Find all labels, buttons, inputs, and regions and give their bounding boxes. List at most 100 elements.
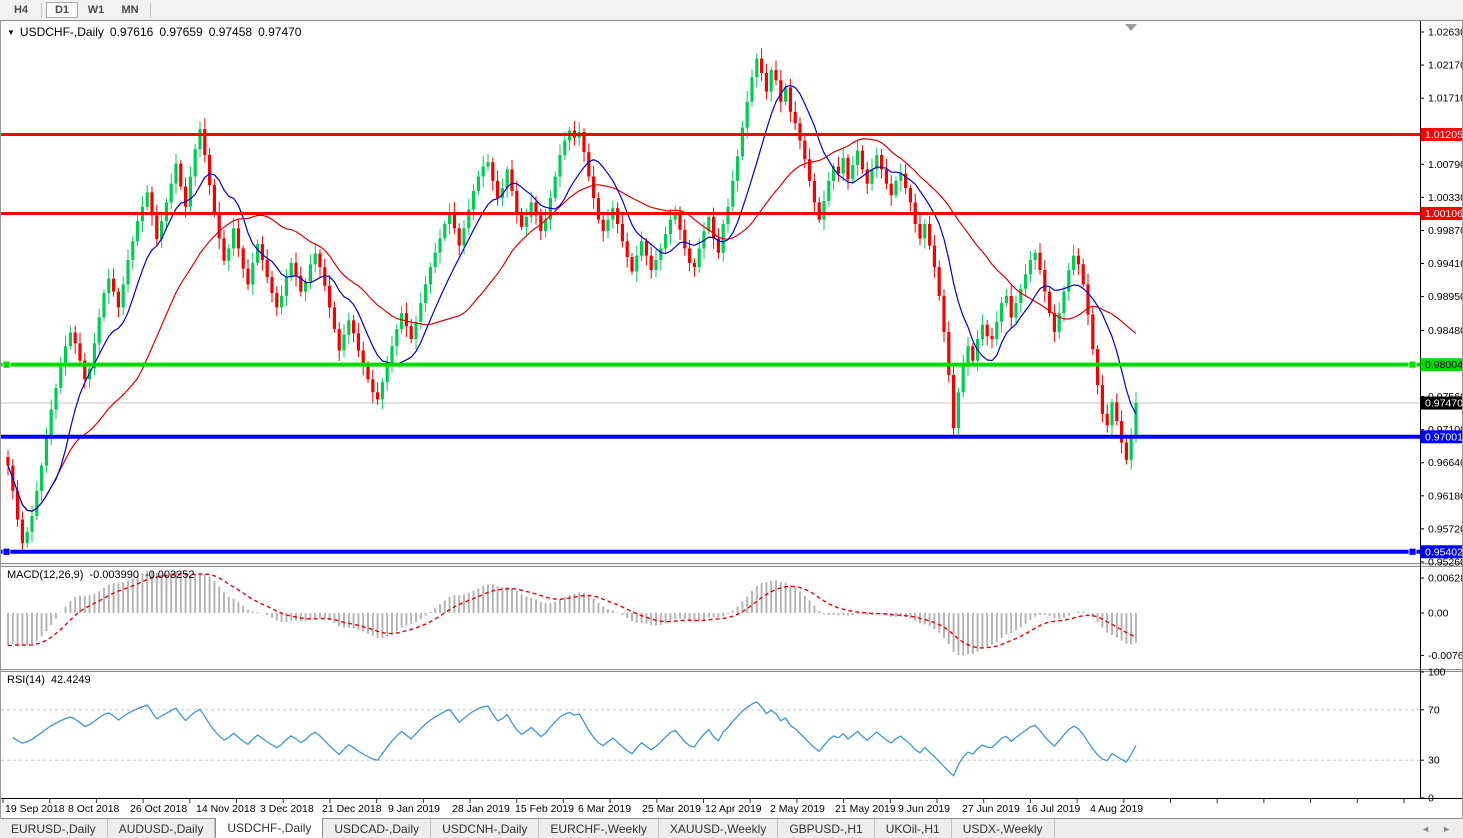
chart-tab-bar: EURUSD-,Daily AUDUSD-,Daily USDCHF-,Daily U… — [0, 818, 1463, 838]
toolbar-separator — [41, 2, 42, 18]
ohlc-high: 0.97659 — [159, 25, 203, 39]
level-price-tag-text: 0.95402 — [1425, 546, 1463, 558]
ma-fast-line — [7, 84, 1137, 512]
tab-scroll-arrows: ◄ ► — [1409, 819, 1463, 838]
date-tick-label: 28 Jan 2019 — [452, 803, 510, 815]
price-tick-label: 1.00790 — [1428, 159, 1463, 171]
chart-shift-marker-icon[interactable] — [1125, 24, 1137, 31]
price-tick-label: 1.00330 — [1428, 192, 1463, 204]
level-price-tag-text: 0.98004 — [1425, 359, 1463, 371]
price-tick-label: 1.01710 — [1428, 93, 1463, 105]
chart-title: ▼ USDCHF-,Daily 0.97616 0.97659 0.97458 0.974… — [7, 25, 301, 39]
tab-usdchf-daily[interactable]: USDCHF-,Daily — [215, 818, 324, 838]
date-tick-label: 9 Jan 2019 — [388, 803, 440, 815]
level-price-tag — [1420, 430, 1463, 444]
tab-ukoil-h1[interactable]: UKOil-,H1 — [875, 819, 952, 838]
ohlc-open: 0.97616 — [109, 25, 154, 39]
level-price-tag-text: 0.97001 — [1425, 431, 1463, 443]
price-axis[interactable]: 1.02630 1.02170 1.01710 1.00790 1.00330 0.998… — [1420, 21, 1463, 805]
date-tick-label: 6 Mar 2019 — [578, 803, 631, 815]
current-price-tag — [1420, 396, 1463, 410]
chart-symbol-period: USDCHF-,Daily — [19, 25, 104, 39]
line-handle[interactable] — [1408, 547, 1417, 556]
price-tick-label: 1.02630 — [1428, 27, 1463, 39]
level-price-tag-text: 1.00106 — [1425, 208, 1463, 220]
tab-eurusd-daily[interactable]: EURUSD-,Daily — [0, 819, 108, 838]
date-tick-label: 3 Dec 2018 — [260, 803, 314, 815]
toolbar-separator — [150, 2, 151, 18]
timeframe-button-h4[interactable]: H4 — [13, 4, 29, 16]
tab-usdcnh-daily[interactable]: USDCNH-,Daily — [431, 819, 540, 838]
date-tick-label: 25 Mar 2019 — [642, 803, 701, 815]
date-tick-label: 8 Oct 2018 — [68, 803, 120, 815]
price-tick-label: 0.99410 — [1428, 258, 1463, 270]
support-resistance-lines — [1, 132, 1420, 556]
date-tick-label: 19 Sep 2018 — [5, 803, 65, 815]
date-tick-label: 14 Nov 2018 — [196, 803, 256, 815]
date-tick-label: 15 Feb 2019 — [515, 803, 574, 815]
tab-usdx-weekly[interactable]: USDX-,Weekly — [952, 819, 1055, 838]
chart-window: 1.02630 1.02170 1.01710 1.00790 1.00330 0.998… — [0, 20, 1463, 819]
rsi-tick-label: 70 — [1428, 704, 1440, 716]
macd-tick-label: 0.006286 — [1428, 573, 1463, 585]
level-price-tag — [1420, 358, 1463, 372]
date-tick-label: 12 Apr 2019 — [705, 803, 762, 815]
current-price-tag-text: 0.97470 — [1425, 398, 1463, 410]
macd-histogram — [7, 570, 1137, 656]
rsi-label: RSI(14) — [7, 674, 45, 686]
tab-usdcad-daily[interactable]: USDCAD-,Daily — [323, 819, 432, 838]
level-price-tag — [1420, 207, 1463, 221]
tab-scroll-left-icon[interactable]: ◄ — [1421, 823, 1431, 834]
timeframe-button-w1[interactable]: W1 — [87, 4, 105, 16]
tab-audusd-daily[interactable]: AUDUSD-,Daily — [108, 819, 216, 838]
panel-splitter[interactable] — [0, 563, 1463, 567]
rsi-tick-label: 100 — [1428, 667, 1446, 679]
timeframe-toolbar: H4 D1 W1 MN — [0, 0, 1463, 20]
date-axis[interactable]: 19 Sep 2018 8 Oct 2018 26 Oct 2018 14 Nov 2… — [2, 799, 1405, 815]
date-tick-label: 4 Aug 2019 — [1090, 803, 1143, 815]
macd-indicator-title: MACD(12,26,9) -0.003990 -0.003252 — [7, 569, 195, 581]
price-tick-label: 0.98950 — [1428, 291, 1463, 303]
timeframe-button-d1[interactable]: D1 — [46, 2, 78, 18]
line-handle[interactable] — [2, 547, 11, 556]
tab-xauusd-weekly[interactable]: XAUUSD-,Weekly — [659, 819, 779, 838]
date-tick-label: 21 Dec 2018 — [322, 803, 382, 815]
price-tick-label: 0.95720 — [1428, 523, 1463, 535]
chart-canvas[interactable]: 1.02630 1.02170 1.01710 1.00790 1.00330 0.998… — [0, 21, 1463, 819]
level-price-tag — [1420, 127, 1463, 141]
rsi-tick-label: 30 — [1428, 755, 1440, 767]
collapse-triangle-icon[interactable]: ▼ — [7, 28, 15, 37]
date-tick-label: 9 Jun 2019 — [898, 803, 950, 815]
date-tick-label: 26 Oct 2018 — [130, 803, 187, 815]
level-price-tag-text: 1.01205 — [1425, 129, 1463, 141]
rsi-value: 42.4249 — [50, 674, 91, 686]
line-handle[interactable] — [1408, 360, 1417, 369]
price-tick-label: 0.96180 — [1428, 490, 1463, 502]
rsi-indicator-title: RSI(14) 42.4249 — [7, 674, 91, 686]
price-tick-label: 1.02170 — [1428, 60, 1463, 72]
line-handle[interactable] — [2, 360, 11, 369]
candlestick-series — [6, 48, 1138, 554]
tab-scroll-right-icon[interactable]: ► — [1442, 823, 1451, 834]
date-tick-label: 27 Jun 2019 — [962, 803, 1020, 815]
price-tick-label: 0.99870 — [1428, 225, 1463, 237]
price-tick-label: 0.96640 — [1428, 457, 1463, 469]
macd-tick-label: 0.00 — [1428, 608, 1449, 620]
macd-main-value: -0.003990 — [89, 569, 139, 581]
timeframe-button-mn[interactable]: MN — [121, 4, 139, 16]
panel-splitter[interactable] — [0, 669, 1463, 672]
level-price-tag — [1420, 545, 1463, 559]
tab-eurchf-weekly[interactable]: EURCHF-,Weekly — [539, 819, 659, 838]
tab-gbpusd-h1[interactable]: GBPUSD-,H1 — [778, 819, 875, 838]
ohlc-close: 0.97470 — [258, 25, 302, 39]
rsi-panel — [1, 701, 1420, 777]
macd-signal-line — [7, 573, 1137, 649]
date-tick-label: 21 May 2019 — [835, 803, 896, 815]
price-tick-label: 0.95260 — [1428, 556, 1463, 568]
date-tick-label: 16 Jul 2019 — [1026, 803, 1080, 815]
macd-tick-label: -0.00762 — [1428, 650, 1463, 662]
ohlc-low: 0.97458 — [208, 25, 253, 39]
price-tick-label: 0.98480 — [1428, 325, 1463, 337]
rsi-line — [12, 701, 1137, 777]
date-tick-label: 2 May 2019 — [770, 803, 825, 815]
